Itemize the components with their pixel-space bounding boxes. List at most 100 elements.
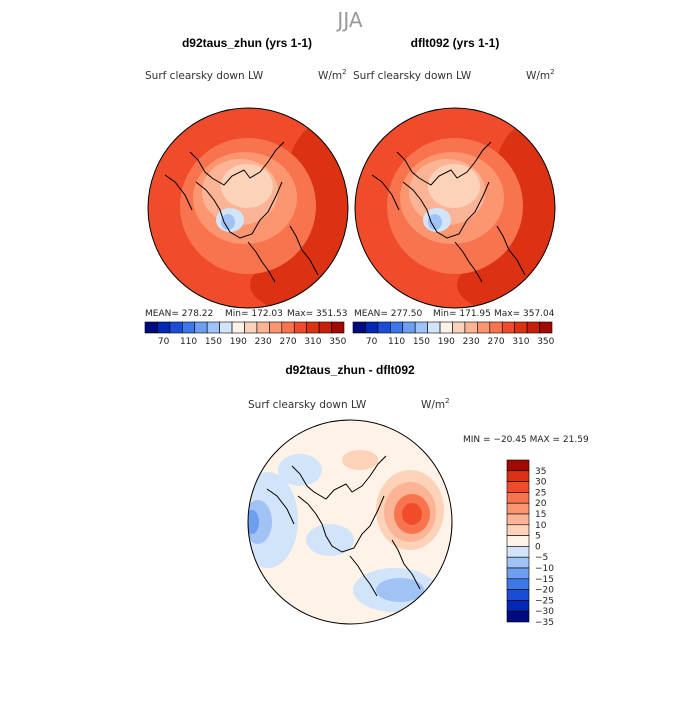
panel-left-colorbar: 70 110 150 190 230 270 310 350	[144, 321, 347, 347]
panel-left-colorbar-swatch	[206, 321, 220, 334]
panel-right-colorbar-tick-label: 110	[388, 337, 405, 347]
panel-diff: d92taus_zhun - dflt092 Surf clearsky dow…	[247, 363, 589, 628]
panel-right-colorbar-swatch	[477, 321, 491, 334]
panel-left: d92taus_zhun (yrs 1-1) Surf clearsky dow…	[144, 36, 349, 347]
panel-left-stats: MEAN= 278.22 Min= 172.03 Max= 351.53	[145, 309, 348, 319]
panel-diff-colorbar-swatch	[506, 513, 530, 526]
panel-right-colorbar-swatch	[390, 321, 404, 334]
panel-diff-colorbar-swatch	[506, 502, 530, 515]
figure-title: JJA	[335, 8, 362, 32]
panel-left-map	[148, 108, 348, 308]
panel-right-colorbar-tick-label: 230	[463, 337, 480, 347]
panel-right-max: Max= 357.04	[494, 309, 555, 319]
panel-right-colorbar-swatch	[489, 321, 503, 334]
panel-diff-colorbar-tick-label: −25	[535, 596, 554, 606]
panel-left-colorbar-swatch	[269, 321, 283, 334]
panel-right-mean: MEAN= 277.50	[354, 309, 423, 319]
panel-left-colorbar-tick-label: 270	[279, 337, 296, 347]
panel-diff-units: W/m2	[421, 397, 450, 411]
panel-left-min: Min= 172.03	[225, 309, 283, 319]
panel-right: dflt092 (yrs 1-1) Surf clearsky down LW …	[352, 36, 556, 347]
panel-right-colorbar-swatch	[464, 321, 478, 334]
panel-left-colorbar-swatch	[293, 321, 307, 334]
panel-left-title: d92taus_zhun (yrs 1-1)	[182, 36, 312, 50]
panel-right-colorbar-swatch	[402, 321, 416, 334]
panel-left-colorbar-swatch	[306, 321, 320, 334]
panel-right-colorbar-swatch	[526, 321, 540, 334]
panel-left-colorbar-tick-label: 350	[329, 337, 346, 347]
panel-left-colorbar-tick-label: 230	[255, 337, 272, 347]
panel-diff-colorbar-swatch	[506, 600, 530, 612]
panel-right-colorbar-tick-label: 70	[366, 337, 378, 347]
panel-diff-colorbar-tick-label: 30	[535, 478, 547, 488]
panel-right-colorbar: 70 110 150 190 230 270 310 350	[352, 321, 555, 347]
panel-right-colorbar-swatch	[439, 321, 453, 334]
panel-right-variable: Surf clearsky down LW	[353, 70, 472, 82]
panel-diff-colorbar-swatch	[506, 459, 530, 472]
panel-right-colorbar-tick-label: 270	[487, 337, 504, 347]
panel-diff-map	[248, 420, 452, 624]
panel-right-min: Min= 171.95	[433, 309, 491, 319]
panel-left-colorbar-swatch	[144, 321, 158, 334]
panel-diff-colorbar-swatch	[506, 535, 530, 547]
panel-diff-colorbar-tick-label: 35	[535, 467, 546, 477]
panel-right-map	[355, 108, 555, 308]
panel-right-colorbar-tick-label: 310	[512, 337, 529, 347]
panel-right-colorbar-tick-label: 150	[413, 337, 430, 347]
panel-diff-colorbar-tick-label: −35	[535, 618, 554, 628]
panel-diff-colorbar-swatch	[506, 556, 530, 569]
panel-diff-colorbar-swatch	[506, 589, 530, 601]
panel-right-colorbar-tick-label: 350	[537, 337, 554, 347]
panel-left-colorbar-tick-label: 190	[230, 337, 247, 347]
panel-right-colorbar-swatch	[452, 321, 466, 334]
panel-left-units: W/m2	[318, 68, 347, 82]
panel-diff-colorbar-tick-label: −5	[535, 553, 548, 563]
panel-diff-title: d92taus_zhun - dflt092	[285, 363, 415, 377]
panel-diff-colorbar-swatch	[506, 492, 530, 504]
panel-right-colorbar-swatch	[414, 321, 428, 334]
panel-right-colorbar-swatch	[377, 321, 391, 334]
panel-diff-minmax: MIN = −20.45 MAX = 21.59	[463, 435, 589, 445]
panel-diff-colorbar-swatch	[506, 567, 530, 580]
panel-right-colorbar-swatch	[501, 321, 515, 334]
panel-left-colorbar-swatch	[169, 321, 183, 334]
panel-diff-colorbar-swatch	[506, 610, 530, 623]
panel-right-units: W/m2	[526, 68, 555, 82]
panel-diff-colorbar-tick-label: 5	[535, 532, 541, 542]
panel-diff-colorbar-tick-label: −30	[535, 607, 554, 617]
panel-left-colorbar-swatch	[318, 321, 332, 334]
panel-left-variable: Surf clearsky down LW	[145, 70, 264, 82]
panel-diff-colorbar-tick-label: 10	[535, 521, 547, 531]
panel-diff-colorbar-tick-label: 25	[535, 488, 546, 498]
panel-right-title: dflt092 (yrs 1-1)	[411, 36, 500, 50]
panel-left-colorbar-swatch	[157, 321, 171, 334]
panel-left-colorbar-swatch	[281, 321, 295, 334]
panel-left-max: Max= 351.53	[287, 309, 348, 319]
panel-right-colorbar-swatch	[365, 321, 379, 334]
panel-diff-colorbar-swatch	[506, 524, 530, 536]
panel-right-stats: MEAN= 277.50 Min= 171.95 Max= 357.04	[354, 309, 555, 319]
panel-right-colorbar-swatch	[514, 321, 528, 334]
panel-diff-colorbar-swatch	[506, 546, 530, 558]
panel-diff-colorbar-swatch	[506, 481, 530, 493]
panel-right-colorbar-swatch	[352, 321, 366, 334]
panel-diff-colorbar-tick-label: −15	[535, 575, 554, 585]
panel-left-colorbar-swatch	[256, 321, 270, 334]
panel-left-colorbar-swatch	[194, 321, 208, 334]
panel-left-mean: MEAN= 278.22	[145, 309, 213, 319]
panel-diff-variable: Surf clearsky down LW	[248, 399, 367, 411]
panel-diff-colorbar-tick-label: −20	[535, 586, 554, 596]
panel-left-colorbar-tick-label: 310	[304, 337, 321, 347]
panel-left-colorbar-tick-label: 70	[158, 337, 170, 347]
panel-diff-colorbar-tick-label: 0	[535, 542, 541, 552]
panel-left-colorbar-swatch	[244, 321, 258, 334]
panel-right-colorbar-swatch	[427, 321, 441, 334]
panel-diff-colorbar-tick-label: 15	[535, 510, 546, 520]
panel-left-colorbar-swatch	[231, 321, 245, 334]
panel-diff-colorbar-tick-label: −10	[535, 564, 554, 574]
panel-right-colorbar-swatch	[539, 321, 553, 334]
panel-diff-colorbar-swatch	[506, 470, 530, 482]
panel-left-colorbar-swatch	[331, 321, 345, 334]
